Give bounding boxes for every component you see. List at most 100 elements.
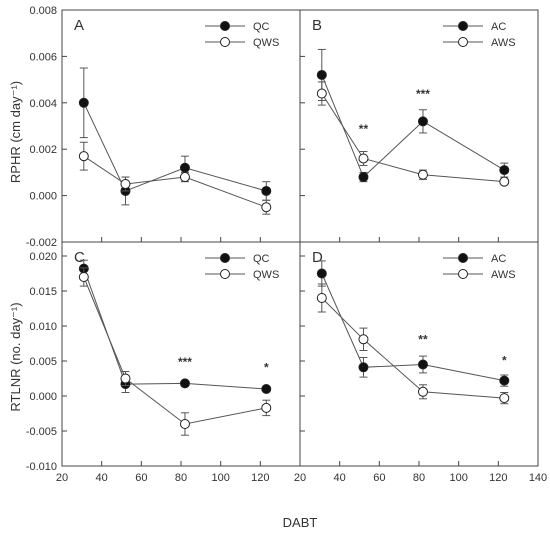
panel-a: -0.002 0.000 0.002 0.004 0.006 0.008 A QC QWS	[26, 5, 301, 249]
y-tick-label: 0.004	[29, 98, 57, 110]
data-point	[179, 378, 190, 389]
significance-label: *	[502, 354, 507, 368]
legend-marker	[458, 253, 468, 263]
data-point	[499, 375, 510, 386]
data-point	[316, 88, 327, 99]
x-tick-label: 60	[135, 472, 147, 484]
legend-marker	[220, 21, 230, 31]
legend-marker	[458, 21, 468, 31]
series-line	[83, 102, 267, 192]
x-tick-label: 140	[529, 472, 547, 484]
x-tick-label: 120	[251, 472, 269, 484]
series-ac	[316, 260, 510, 387]
data-point	[78, 97, 89, 108]
data-point	[417, 386, 428, 397]
y-tick-label: 0.008	[29, 5, 57, 17]
y-tick-label: 0.010	[29, 321, 57, 333]
data-point	[499, 165, 510, 176]
y-tick-label: 0.002	[29, 144, 57, 156]
legend-label: QC	[253, 21, 270, 33]
series-qc	[78, 259, 272, 394]
data-point	[179, 162, 190, 173]
x-tick-label: 80	[175, 472, 187, 484]
panel-c: -0.010 -0.005 0.000 0.005 0.010 0.015 0.020 20 4…	[26, 241, 301, 484]
data-point	[78, 151, 89, 162]
data-point	[358, 172, 369, 183]
x-tick-label: 40	[334, 472, 346, 484]
series-line	[321, 273, 505, 382]
x-tick-label: 60	[373, 472, 385, 484]
x-tick-label: 120	[489, 472, 507, 484]
series-aws	[316, 283, 510, 405]
series-line	[321, 93, 505, 183]
y-tick-label: 0.000	[29, 391, 57, 403]
x-tick-label: 20	[56, 472, 68, 484]
data-point	[120, 373, 131, 384]
series-line	[83, 155, 267, 208]
y-tick-label: 0.005	[29, 356, 57, 368]
data-point	[316, 293, 327, 303]
data-point	[316, 268, 327, 279]
data-point	[316, 69, 327, 80]
legend-marker	[220, 37, 230, 47]
x-tick-label: 100	[449, 472, 467, 484]
x-axis-title: DABT	[283, 515, 318, 530]
y-tick-label: 0.015	[29, 286, 57, 298]
series-qc	[78, 67, 272, 206]
legend-label: AC	[491, 21, 506, 33]
panel-letter: C	[74, 249, 85, 266]
y-axis-title-bottom: RTLNR (no. day⁻¹)	[8, 302, 23, 411]
x-tick-label: 80	[413, 472, 425, 484]
series-line	[83, 276, 267, 425]
legend-marker	[220, 269, 230, 279]
legend-label: AC	[491, 253, 506, 265]
legend-marker	[458, 37, 468, 47]
x-tick-label: 40	[96, 472, 108, 484]
significance-label: ***	[416, 87, 430, 101]
legend-label: AWS	[491, 269, 516, 281]
significance-label: **	[359, 122, 369, 136]
data-point	[261, 384, 272, 394]
x-tick-label: 100	[211, 472, 229, 484]
data-point	[120, 179, 131, 189]
y-tick-label: -0.005	[26, 426, 57, 438]
y-axis-title-top: RPHR (cm day⁻¹)	[8, 81, 23, 183]
panel-letter: B	[312, 17, 322, 34]
series-aws	[316, 81, 510, 187]
data-point	[261, 402, 272, 413]
y-tick-label: 0.020	[29, 251, 57, 263]
legend-label: QWS	[253, 269, 279, 281]
data-point	[179, 172, 190, 183]
significance-label: ***	[178, 355, 192, 369]
data-point	[499, 176, 510, 187]
data-point	[417, 359, 428, 370]
data-point	[417, 169, 428, 180]
panel-letter: D	[312, 249, 323, 266]
series-line	[321, 74, 505, 178]
series-qws	[78, 267, 272, 436]
legend-label: QC	[253, 253, 270, 265]
data-point	[179, 419, 190, 429]
data-point	[261, 202, 272, 213]
legend-label: AWS	[491, 37, 516, 49]
y-tick-label: 0.000	[29, 191, 57, 203]
data-point	[417, 116, 428, 127]
panels: -0.002 0.000 0.002 0.004 0.006 0.008 A QC QWS B AC…	[26, 5, 547, 484]
significance-label: *	[264, 361, 269, 375]
legend-marker	[458, 269, 468, 279]
series-line	[83, 268, 267, 390]
y-tick-label: 0.006	[29, 51, 57, 63]
panel-letter: A	[74, 17, 84, 34]
data-point	[358, 153, 369, 164]
x-tick-label: 20	[294, 472, 306, 484]
legend-label: QWS	[253, 37, 279, 49]
data-point	[499, 393, 510, 404]
series-qws	[78, 141, 272, 215]
data-point	[358, 362, 369, 373]
legend-marker	[220, 253, 230, 263]
data-point	[358, 334, 369, 345]
data-point	[261, 185, 272, 196]
